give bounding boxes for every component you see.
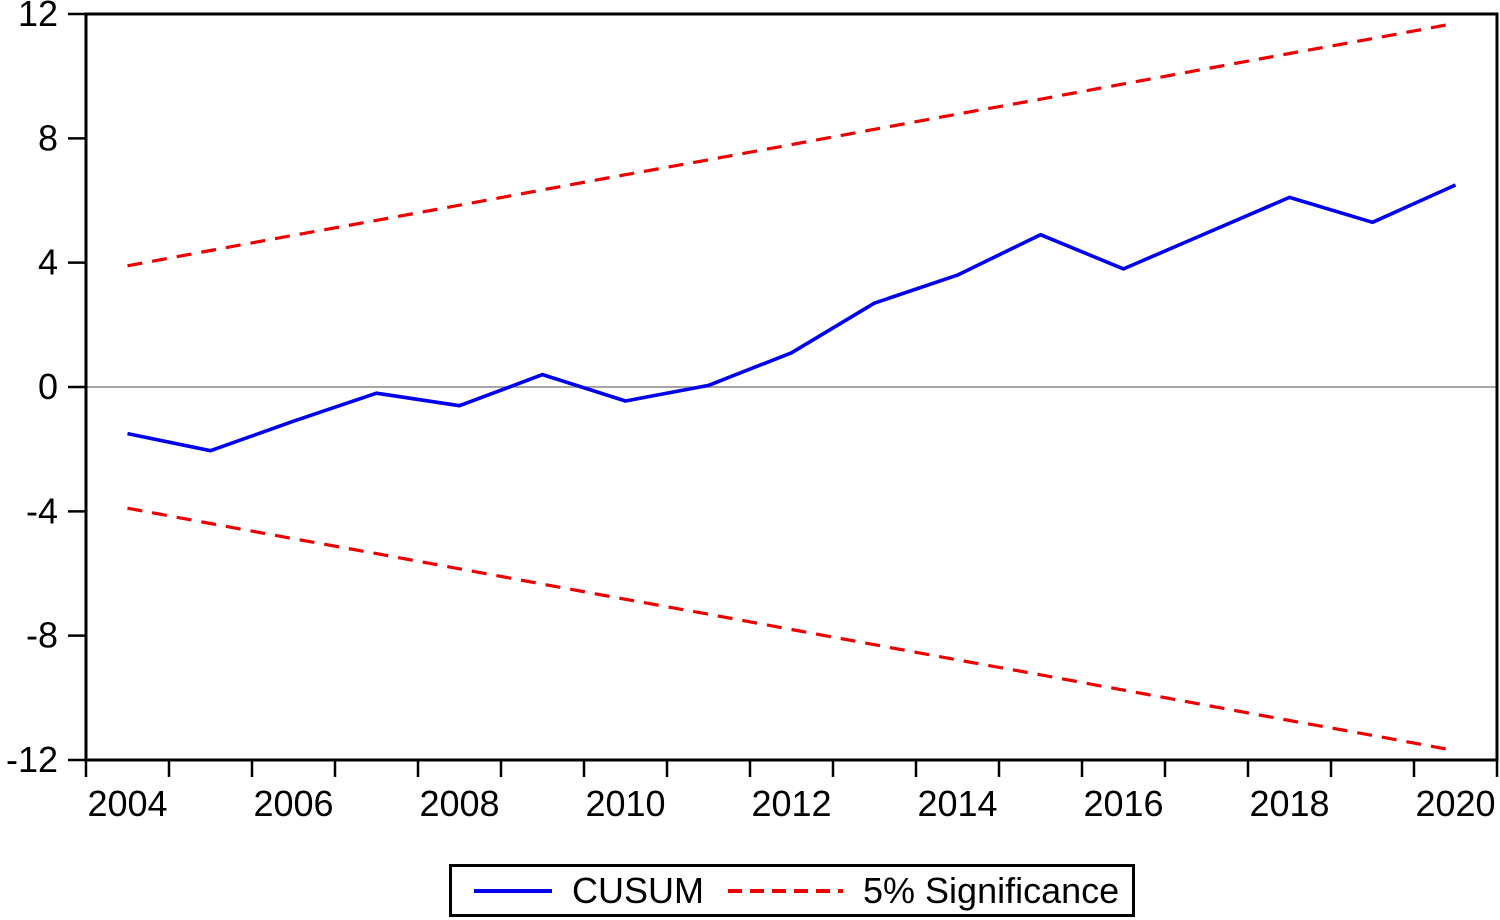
x-tick-label: 2004 [87,783,167,824]
legend-significance-label: 5% Significance [863,869,1120,911]
y-tick-label: -12 [6,739,58,780]
legend-cusum-label: CUSUM [572,869,704,911]
significance-lower-line [127,506,1456,753]
x-tick-label: 2016 [1083,783,1163,824]
x-tick-label: 2008 [419,783,499,824]
significance-upper-line [127,21,1456,268]
x-tick-label: 2020 [1415,783,1495,824]
cusum-line [127,183,1457,453]
y-tick-label: -4 [26,490,58,531]
legend-cusum-line-sample [474,888,552,893]
y-tick-label: 12 [18,0,58,34]
x-tick-label: 2010 [585,783,665,824]
legend-significance-line-sample [728,888,843,893]
y-tick-label: -8 [26,615,58,656]
x-tick-label: 2014 [917,783,997,824]
x-tick-label: 2012 [751,783,831,824]
y-tick-label: 8 [38,117,58,158]
y-tick-label: 0 [38,366,58,407]
legend: CUSUM 5% Significance [449,864,1135,917]
y-tick-label: 4 [38,242,58,283]
x-tick-label: 2006 [253,783,333,824]
x-tick-label: 2018 [1249,783,1329,824]
